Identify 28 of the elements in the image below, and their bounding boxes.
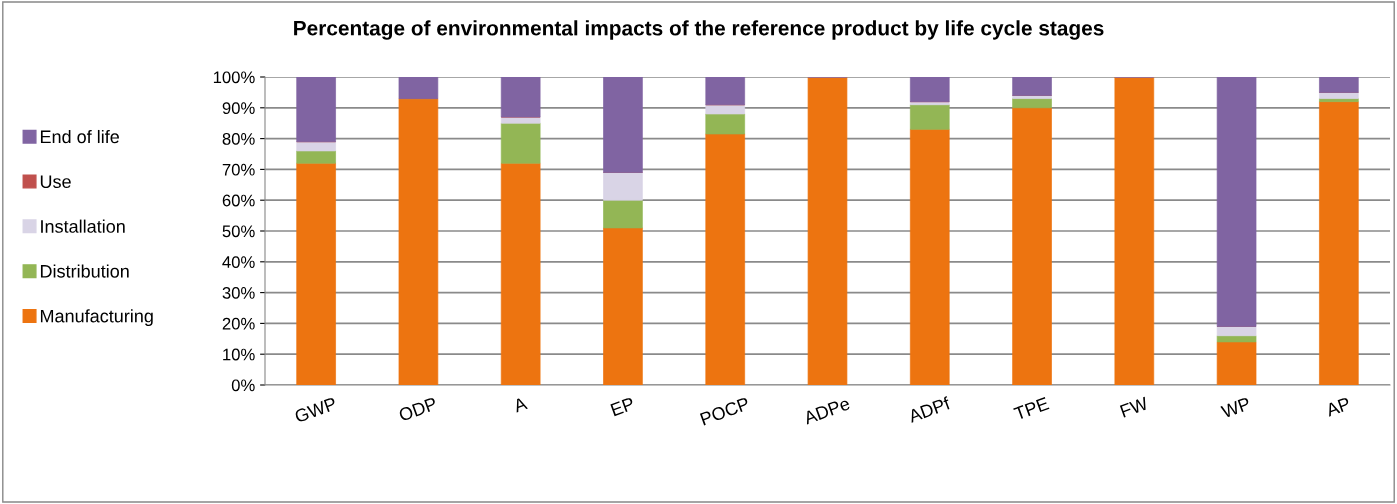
- x-tick-label: TPE: [1013, 397, 1050, 421]
- y-tick-label: 0%: [231, 379, 255, 392]
- legend-label: Use: [40, 175, 71, 189]
- x-tick-label: WP: [1220, 397, 1251, 419]
- x-tick-label: EP: [610, 397, 635, 417]
- y-tick-label: 100%: [213, 71, 255, 84]
- y-tick-label: 50%: [222, 225, 255, 238]
- x-tick-label: ADPf: [907, 396, 952, 423]
- x-tick-label: ADPe: [802, 397, 851, 425]
- y-tick-label: 80%: [222, 133, 255, 145]
- y-tick-label: 40%: [222, 256, 255, 268]
- legend-label: End of life: [40, 129, 119, 144]
- y-tick-label: 70%: [222, 163, 255, 176]
- legend-label: Manufacturing: [40, 309, 153, 327]
- x-tick-label: A: [512, 396, 528, 413]
- y-tick-label: 60%: [222, 194, 255, 207]
- legend-label: Distribution: [40, 264, 129, 278]
- x-tick-label: AP: [1324, 397, 1351, 417]
- x-tick-label: ODP: [398, 396, 438, 422]
- y-tick-label: 10%: [223, 348, 255, 361]
- x-tick-label: FW: [1119, 396, 1150, 418]
- x-tick-label: GWP: [294, 396, 338, 424]
- y-tick-label: 20%: [222, 317, 255, 330]
- y-tick-label: 30%: [222, 287, 255, 299]
- legend-label: Installation: [41, 219, 125, 233]
- x-tick-label: POCP: [699, 396, 751, 426]
- y-tick-label: 90%: [222, 102, 255, 114]
- chart-title: Percentage of environmental impacts of the reference product by life cycle stages: [294, 20, 1104, 40]
